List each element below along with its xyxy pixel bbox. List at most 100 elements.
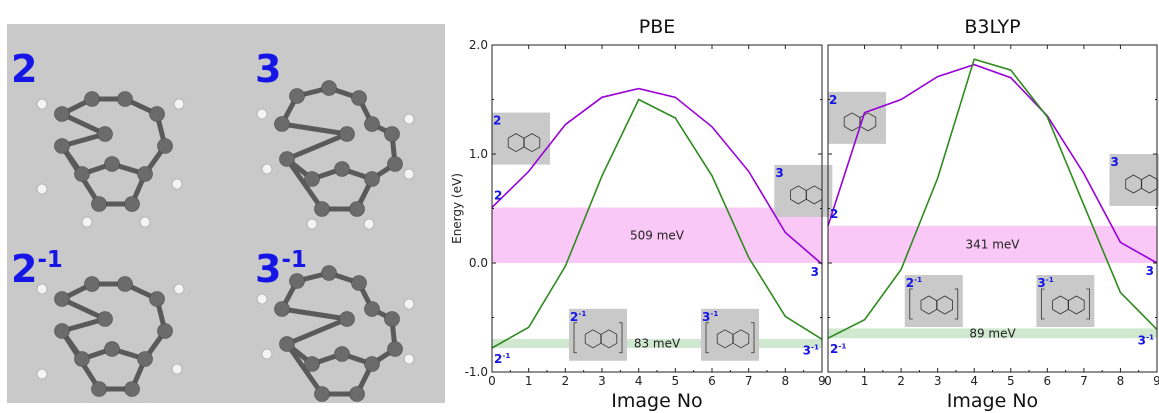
x-tick-label: 2 — [897, 374, 905, 388]
carbon-atom — [54, 323, 70, 339]
carbon-atom — [54, 106, 70, 122]
series-line-2 — [491, 98, 823, 349]
hydrogen-atom — [403, 168, 415, 180]
carbon-atom — [349, 386, 365, 402]
y-tick-label: 2.0 — [469, 38, 488, 52]
inset-ring — [936, 295, 953, 315]
series-line-1 — [491, 87, 823, 265]
carbon-atom — [364, 356, 380, 372]
bond — [59, 296, 108, 322]
hydrogen-atom — [261, 348, 273, 360]
chart-title: B3LYP — [964, 16, 1020, 38]
x-tick-label: 4 — [970, 374, 978, 388]
state-label: 3-1 — [803, 343, 819, 358]
x-axis-label: Image No — [611, 390, 702, 412]
carbon-atom — [97, 311, 113, 327]
carbon-atom — [384, 126, 400, 142]
carbon-atom — [97, 126, 113, 142]
x-axis-label: Image No — [947, 390, 1038, 412]
inset-structure: 3-1 — [701, 308, 759, 361]
carbon-atom — [384, 311, 400, 327]
inset-structure: 3 — [1109, 154, 1159, 206]
carbon-atom — [351, 90, 367, 106]
bond — [284, 316, 350, 347]
energy-band — [828, 328, 1157, 339]
carbon-atom — [279, 151, 295, 167]
carbon-atom — [157, 323, 173, 339]
bond — [284, 131, 350, 162]
inset-background — [701, 308, 759, 361]
inset-background — [1109, 154, 1159, 206]
carbon-atom — [339, 311, 355, 327]
carbon-atom — [117, 276, 133, 292]
inset-ring — [600, 329, 618, 349]
hydrogen-atom — [403, 298, 415, 310]
x-tick-label: 6 — [1044, 374, 1052, 388]
hydrogen-atom — [36, 283, 48, 295]
inset-bracket — [573, 322, 623, 354]
carbon-atom — [279, 336, 295, 352]
inset-label: 2-1 — [570, 309, 586, 324]
hydrogen-atom — [171, 363, 183, 375]
inset-ring — [1068, 295, 1085, 315]
hydrogen-atom — [36, 98, 48, 110]
hydrogen-atom — [306, 218, 318, 230]
inset-background — [904, 274, 963, 327]
inset-background — [1036, 274, 1095, 327]
bond — [284, 341, 325, 397]
carbon-atom — [274, 301, 290, 317]
inset-bracket — [705, 322, 755, 354]
carbon-atom — [91, 196, 107, 212]
molecule-1 — [256, 80, 415, 230]
inset-label: 3 — [1110, 155, 1118, 169]
hydrogen-atom — [171, 178, 183, 190]
carbon-atom — [321, 80, 337, 96]
carbon-atom — [314, 201, 330, 217]
carbon-atom — [387, 156, 403, 172]
carbon-atom — [84, 91, 100, 107]
state-label: 2 — [494, 188, 502, 202]
x-tick-label: 7 — [745, 374, 753, 388]
inset-bracket — [909, 288, 959, 320]
hydrogen-atom — [256, 293, 268, 305]
carbon-atom — [314, 386, 330, 402]
y-tick-label: -1.0 — [465, 365, 488, 379]
state-label: 2-1 — [830, 341, 846, 356]
inset-bracket — [1040, 288, 1090, 320]
x-tick-label: 9 — [1153, 374, 1159, 388]
x-tick-label: 2 — [562, 374, 570, 388]
x-tick-label: 6 — [708, 374, 716, 388]
carbon-atom — [349, 201, 365, 217]
state-label: 2 — [830, 207, 838, 221]
carbon-atom — [289, 88, 305, 104]
carbon-atom — [274, 116, 290, 132]
state-label: 3 — [811, 265, 819, 279]
inset-structure: 2-1 — [569, 308, 627, 361]
carbon-atom — [334, 161, 350, 177]
molecule-panel: 2 3 2-1 3-1 — [7, 24, 445, 413]
carbon-atom — [321, 265, 337, 281]
carbon-atom — [304, 171, 320, 187]
molecule-label: 3-1 — [255, 247, 307, 291]
chart-title: PBE — [639, 16, 676, 38]
bond — [284, 156, 325, 212]
x-tick-label: 0 — [488, 374, 496, 388]
hydrogen-atom — [36, 183, 48, 195]
hydrogen-atom — [256, 108, 268, 120]
carbon-atom — [137, 166, 153, 182]
inset-ring — [523, 133, 541, 153]
carbon-atom — [149, 291, 165, 307]
x-tick-label: 4 — [635, 374, 643, 388]
bond — [279, 306, 350, 322]
band-label: 89 meV — [969, 326, 1016, 340]
band-label: 509 meV — [630, 228, 685, 242]
energy-band — [492, 207, 822, 263]
carbon-atom — [74, 166, 90, 182]
hydrogen-atom — [139, 216, 151, 228]
carbon-atom — [124, 381, 140, 397]
inset-structure: 3-1 — [1036, 274, 1095, 327]
series-line-1 — [827, 63, 1158, 264]
x-tick-label: 5 — [672, 374, 680, 388]
inset-background — [569, 308, 627, 361]
inset-structure: 2 — [492, 112, 550, 165]
